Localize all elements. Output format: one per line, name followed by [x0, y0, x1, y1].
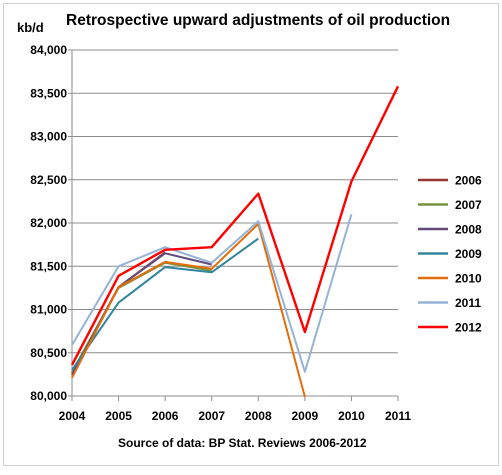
chart-title: Retrospective upward adjustments of oil … [66, 12, 451, 29]
y-tick-label: 80,500 [30, 346, 67, 360]
legend: 2006 2007 2008 2009 2010 2011 2012 [418, 174, 482, 335]
x-tick-label: 2011 [385, 409, 411, 423]
y-axis-unit-label: kb/d [17, 20, 44, 35]
legend-label-2006: 2006 [455, 174, 482, 188]
y-tick-label: 81,000 [30, 303, 67, 317]
y-tick-label: 83,000 [30, 130, 67, 144]
x-tick-label: 2004 [59, 409, 86, 423]
legend-label-2008: 2008 [455, 223, 482, 237]
y-tick-label: 83,500 [30, 86, 67, 100]
grid-lines [72, 49, 398, 354]
chart-frame [3, 3, 499, 466]
source-note: Source of data: BP Stat. Reviews 2006-20… [118, 436, 367, 450]
series-line-2011 [71, 214, 353, 373]
series-line-2010 [71, 222, 306, 398]
series-line-2009 [71, 237, 259, 371]
legend-label-2007: 2007 [455, 198, 482, 212]
y-tick-label: 82,000 [30, 216, 67, 230]
bottom-strip [0, 466, 502, 475]
series-lines [70, 85, 400, 398]
y-tick-label: 81,500 [30, 259, 67, 273]
x-tick-label: 2007 [198, 409, 225, 423]
series-line-2007 [71, 261, 212, 373]
x-tick-label: 2008 [245, 409, 272, 423]
series-line-2012 [70, 85, 400, 366]
y-tick-label: 82,500 [30, 173, 67, 187]
x-tick-label: 2006 [152, 409, 179, 423]
y-tick-label: 80,000 [30, 389, 67, 403]
y-tick-label: 84,000 [30, 43, 67, 57]
series-line-2008 [71, 252, 212, 376]
axes: 80,000 80,500 81,000 81,500 82,000 82,500 83,0… [30, 43, 411, 423]
legend-label-2010: 2010 [455, 272, 482, 286]
legend-label-2011: 2011 [455, 296, 481, 310]
x-tick-label: 2005 [105, 409, 132, 423]
x-tick-label: 2010 [338, 409, 365, 423]
x-tick-label: 2009 [292, 409, 319, 423]
legend-label-2012: 2012 [455, 321, 482, 335]
legend-label-2009: 2009 [455, 247, 482, 261]
